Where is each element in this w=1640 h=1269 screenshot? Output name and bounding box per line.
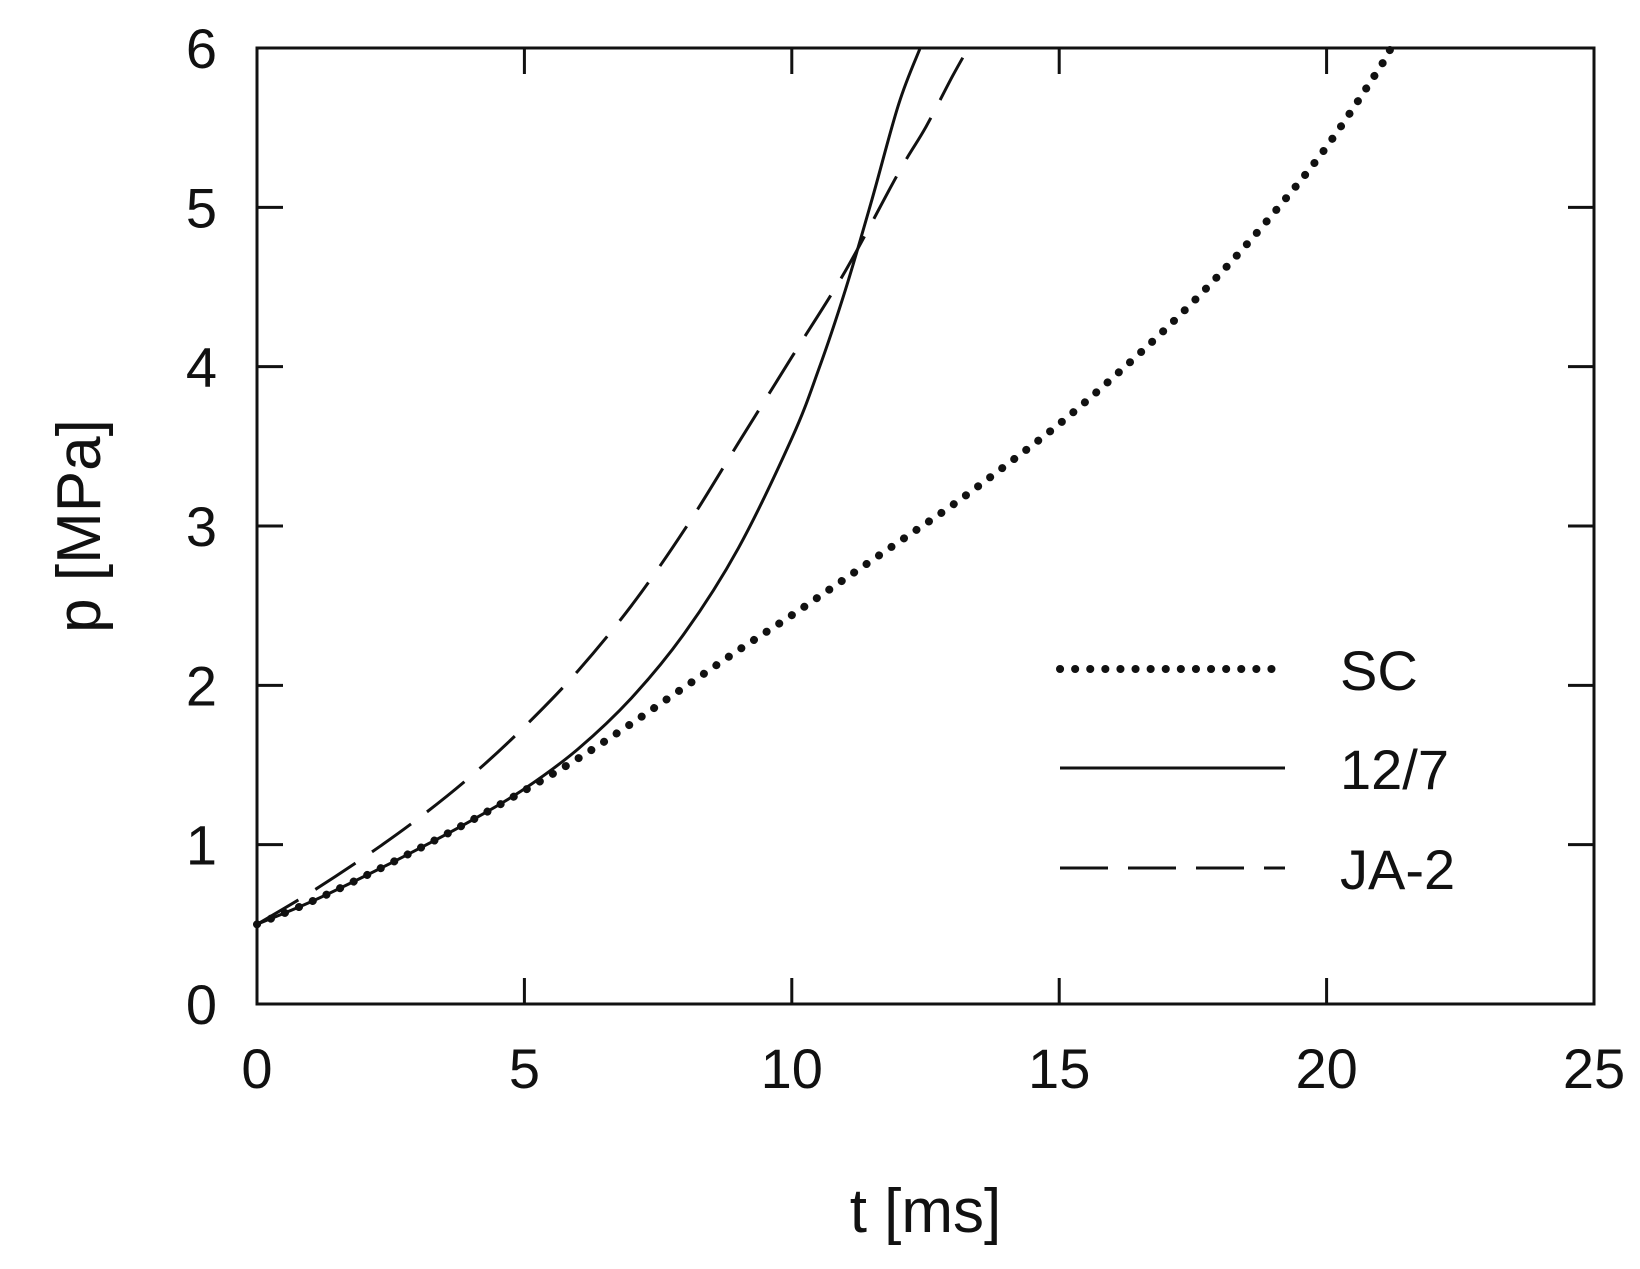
x-tick-label: 10 bbox=[761, 1037, 823, 1100]
x-tick-label: 5 bbox=[509, 1037, 540, 1100]
x-tick-label: 25 bbox=[1563, 1037, 1625, 1100]
legend-label: JA-2 bbox=[1340, 838, 1455, 901]
legend-label: 12/7 bbox=[1340, 738, 1449, 801]
x-tick-label: 0 bbox=[241, 1037, 272, 1100]
x-tick-label: 20 bbox=[1295, 1037, 1357, 1100]
ticks-layer: 0 5 10 15 20 25 0 1 2 3 4 5 6 bbox=[186, 17, 1625, 1100]
y-tick-label: 2 bbox=[186, 654, 217, 717]
series-layer bbox=[253, 44, 1395, 929]
legend-label: SC bbox=[1340, 639, 1418, 702]
y-tick-label: 0 bbox=[186, 973, 217, 1036]
x-tick-label: 15 bbox=[1028, 1037, 1090, 1100]
y-tick-label: 1 bbox=[186, 814, 217, 877]
y-tick-label: 4 bbox=[186, 336, 217, 399]
legend: SC 12/7 JA-2 bbox=[1056, 639, 1455, 901]
x-axis-title: t [ms] bbox=[850, 1177, 1002, 1246]
y-tick-label: 3 bbox=[186, 495, 217, 558]
y-tick-label: 5 bbox=[186, 176, 217, 239]
series-line-ja-2 bbox=[256, 47, 970, 926]
y-tick-label: 6 bbox=[186, 17, 217, 80]
y-axis-title: p [MPa] bbox=[45, 419, 114, 633]
